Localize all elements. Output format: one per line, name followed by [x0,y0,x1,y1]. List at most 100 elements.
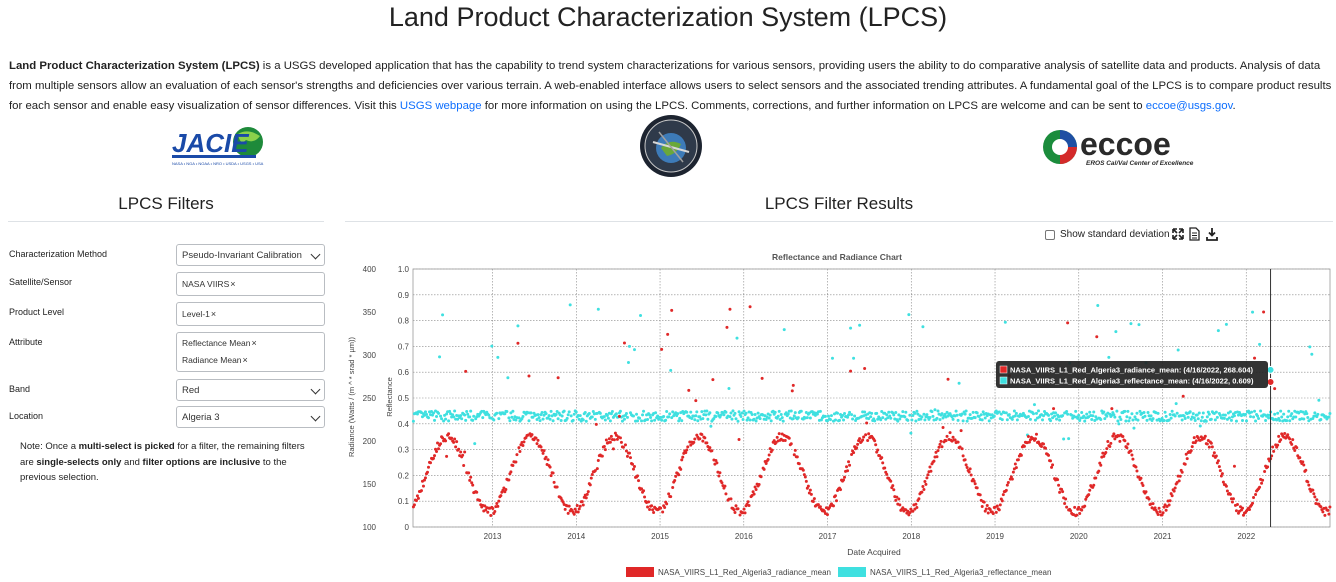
usgs-webpage-link[interactable]: USGS webpage [399,100,482,112]
reflectance-point [1252,415,1256,419]
reflectance-point [439,414,443,418]
radiance-point [541,451,545,455]
radiance-point [621,445,625,449]
reflectance-point [903,415,907,419]
reflectance-series[interactable] [411,303,1332,446]
attribute-multiselect[interactable]: Reflectance Mean× Radiance Mean× [176,332,325,372]
y-right-tick-label: 1.0 [398,265,410,274]
radiance-point [1009,475,1013,479]
radiance-point [586,490,590,494]
reflectance-point [535,418,539,422]
seal-logo[interactable] [639,114,703,178]
expand-icon[interactable] [1172,227,1184,241]
reflectance-point [1004,411,1008,415]
reflectance-point [735,336,739,340]
reflectance-point [734,417,738,421]
radiance-point [1327,512,1331,516]
radiance-point [1207,445,1211,449]
jacie-logo[interactable]: JACIE NASA • NGA • NOAA • NRO • USDA • U… [168,124,278,168]
reflectance-point [487,413,491,417]
reflectance-point [700,410,704,414]
eccoe-email-link[interactable]: eccoe@usgs.gov [1145,100,1233,112]
reflectance-point [492,418,496,422]
reflectance-point [919,417,923,421]
reflectance-point [614,412,618,416]
document-icon[interactable] [1189,227,1200,241]
reflectance-point [954,409,958,413]
reflectance-point [896,419,900,423]
y-right-tick-label: 0.1 [398,497,410,506]
chart-legend[interactable]: NASA_VIIRS_L1_Red_Algeria3_radiance_mean… [626,567,1051,577]
reflectance-point [1302,417,1306,421]
reflectance-point [593,417,597,421]
reflectance-point [782,328,786,332]
reflectance-point [514,418,518,422]
location-select[interactable]: Algeria 3 [176,406,325,428]
radiance-point [1290,442,1294,446]
remove-tag-icon[interactable]: × [230,279,236,289]
reflectance-point [1173,414,1177,418]
reflectance-point [596,307,600,311]
product-level-multiselect[interactable]: Level-1× [176,302,325,326]
reflectance-point [1306,416,1310,420]
radiance-point [414,499,418,503]
radiance-point [447,432,451,436]
radiance-point [1139,476,1143,480]
reflectance-point [468,415,472,419]
reflectance-point [1183,416,1187,420]
reflectance-point [1199,419,1203,423]
radiance-point [729,497,733,501]
reflectance-point [620,419,624,423]
radiance-point [467,471,471,475]
reflectance-point [1090,418,1094,422]
radiance-point [495,502,499,506]
remove-tag-icon[interactable]: × [242,355,248,365]
reflectance-point [638,416,642,420]
radiance-point [864,433,868,437]
radiance-point [667,492,671,496]
radiance-point [738,513,742,517]
radiance-point [489,514,493,518]
radiance-point [1163,503,1167,507]
reflectance-point [833,418,837,422]
radiance-point [984,507,988,511]
radiance-point [534,436,538,440]
satellite-sensor-multiselect[interactable]: NASA VIIRS× [176,272,325,296]
band-select[interactable]: Red [176,379,325,401]
remove-tag-icon[interactable]: × [210,309,217,319]
download-icon[interactable] [1206,227,1218,241]
remove-tag-icon[interactable]: × [251,338,257,348]
reflectance-point [1286,415,1290,419]
radiance-point [1251,501,1255,505]
reflectance-point [1137,323,1141,327]
reflectance-point [920,415,924,419]
reflectance-radiance-chart[interactable]: Reflectance and Radiance Chart 2013 2014 2… [340,245,1336,582]
radiance-point [711,378,715,382]
radiance-point [607,437,611,441]
radiance-point [1102,454,1106,458]
radiance-point [948,431,952,435]
radiance-series[interactable] [411,305,1332,518]
radiance-point [932,459,936,463]
radiance-point [700,433,704,437]
radiance-point [1272,449,1276,453]
show-std-label[interactable]: Show standard deviation [1060,229,1170,240]
reflectance-point [1273,412,1277,416]
radiance-point [783,439,787,443]
radiance-point [880,456,884,460]
radiance-point [965,466,969,470]
radiance-point [1112,432,1116,436]
radiance-point [1230,500,1234,504]
radiance-point [988,507,992,511]
radiance-point [1129,449,1133,453]
characterization-method-select[interactable]: Pseudo-Invariant Calibration [176,244,325,266]
show-std-checkbox[interactable] [1045,230,1055,240]
reflectance-point [481,416,485,420]
eccoe-logo[interactable]: eccoe EROS Cal/Val Center of Excellence [1040,126,1200,168]
reflectance-point [641,413,645,417]
radiance-point [674,474,678,478]
radiance-point [715,461,719,465]
reflectance-point [722,413,726,417]
reflectance-point [640,419,644,423]
radiance-point [1183,462,1187,466]
